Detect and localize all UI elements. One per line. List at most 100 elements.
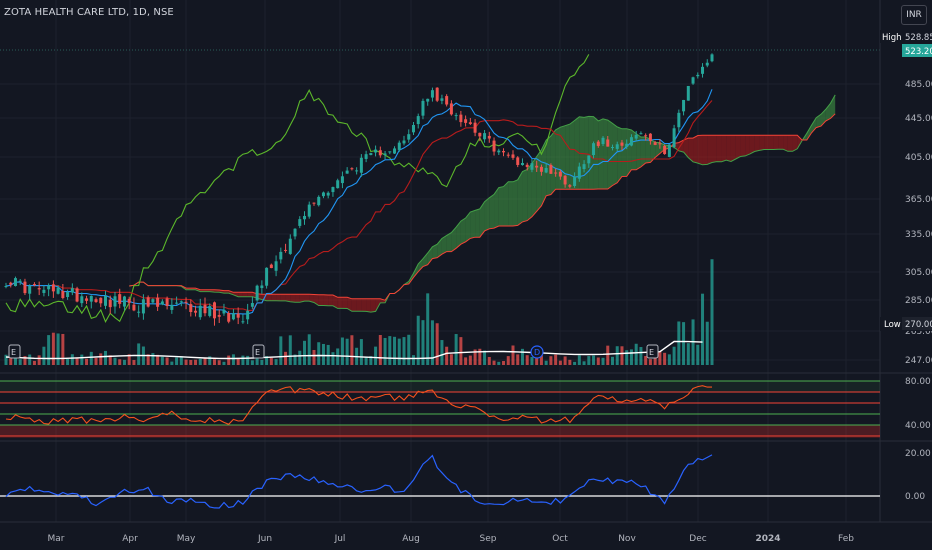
volume-bar	[502, 361, 506, 365]
candle-body	[411, 124, 415, 133]
candle-body	[615, 144, 619, 149]
candle-body	[539, 166, 543, 172]
candle-body	[127, 298, 131, 303]
volume-bar	[525, 355, 529, 365]
volume-bar	[648, 359, 652, 365]
ichimoku-cloud	[441, 235, 447, 255]
volume-bar	[250, 360, 254, 365]
candle-body	[118, 294, 122, 304]
volume-bar	[80, 354, 84, 365]
volume-bar	[321, 343, 325, 365]
volume-bar	[459, 337, 463, 365]
volume-bar	[568, 359, 572, 365]
candle-body	[89, 295, 93, 302]
ichimoku-cloud	[223, 290, 229, 294]
candle-body	[217, 315, 221, 317]
ichimoku-cloud	[565, 124, 570, 190]
ichimoku-cloud	[479, 201, 485, 238]
volume-bar	[544, 360, 548, 365]
time-tick-label: Oct	[552, 534, 568, 544]
ichimoku-cloud	[318, 294, 324, 306]
candle-body	[464, 119, 468, 123]
rsi-tick-label: 80.00	[905, 377, 931, 387]
ichimoku-cloud	[484, 197, 490, 231]
ichimoku-cloud	[555, 127, 561, 190]
candle-body	[66, 292, 70, 298]
ichimoku-cloud	[531, 156, 537, 217]
volume-bar	[383, 337, 387, 365]
candle-body	[506, 154, 510, 156]
ichimoku-cloud	[489, 194, 495, 229]
ichimoku-cloud	[361, 298, 367, 312]
volume-bar	[118, 359, 122, 365]
ichimoku-cloud	[655, 142, 660, 158]
ichimoku-cloud	[617, 126, 622, 183]
candle-body	[648, 133, 652, 142]
ichimoku-cloud	[626, 128, 632, 177]
candle-body	[75, 288, 79, 302]
volume-bar	[658, 351, 662, 365]
candle-body	[104, 296, 108, 306]
ichimoku-cloud	[356, 298, 362, 312]
candle-body	[454, 115, 458, 117]
ichimoku-cloud	[811, 117, 817, 133]
candle-body	[549, 164, 553, 174]
candle-body	[705, 62, 709, 66]
ichimoku-cloud	[266, 294, 272, 301]
candle-body	[18, 280, 22, 282]
candle-body	[497, 150, 501, 153]
candle-body	[587, 155, 591, 164]
ichimoku-cloud	[830, 94, 836, 119]
volume-bar	[265, 356, 269, 365]
volume-bar	[260, 359, 264, 365]
volume-bar	[596, 357, 600, 365]
volume-bar	[710, 259, 714, 365]
volume-bar	[430, 320, 434, 365]
ichimoku-cloud	[451, 227, 457, 252]
candle-body	[331, 187, 335, 193]
volume-bar	[369, 356, 373, 365]
candle-body	[56, 287, 60, 294]
candle-body	[625, 143, 629, 147]
volume-bar	[449, 354, 453, 365]
candle-body	[435, 87, 439, 101]
volume-bar	[682, 322, 686, 365]
volume-bar	[606, 345, 610, 365]
chart-title: ZOTA HEALTH CARE LTD, 1D, NSE	[4, 7, 174, 18]
candle-body	[601, 137, 605, 145]
candle-body	[573, 176, 577, 186]
volume-bar	[51, 332, 55, 365]
volume-bar	[577, 355, 581, 365]
ichimoku-cloud	[754, 135, 760, 152]
candle-body	[430, 90, 434, 98]
volume-bar	[677, 321, 681, 365]
candle-body	[9, 282, 13, 285]
volume-bar	[269, 357, 273, 365]
candle-body	[255, 285, 259, 301]
last-price-badge	[902, 44, 932, 57]
earnings-marker-label: E	[11, 348, 16, 357]
ichimoku-cloud	[446, 232, 452, 252]
volume-bar	[492, 360, 496, 365]
volume-bar	[667, 354, 671, 365]
candle-body	[407, 134, 411, 140]
volume-bar	[70, 354, 74, 365]
candle-body	[544, 168, 548, 173]
time-tick-label: Apr	[122, 534, 138, 544]
ichimoku-cloud	[607, 120, 613, 190]
volume-bar	[359, 339, 363, 365]
candle-body	[51, 284, 55, 292]
candle-body	[132, 304, 136, 311]
volume-bar	[227, 355, 231, 365]
candle-body	[691, 77, 695, 84]
currency-button[interactable]: INR	[901, 5, 927, 25]
ichimoku-cloud	[242, 292, 248, 297]
ichimoku-cloud	[759, 135, 765, 151]
candle-body	[80, 296, 84, 304]
ichimoku-cloud	[693, 135, 698, 164]
candle-body	[317, 196, 321, 206]
price-tick-label: 405.00	[905, 153, 932, 163]
ichimoku-cloud	[271, 294, 277, 301]
ichimoku-cloud	[645, 137, 651, 163]
